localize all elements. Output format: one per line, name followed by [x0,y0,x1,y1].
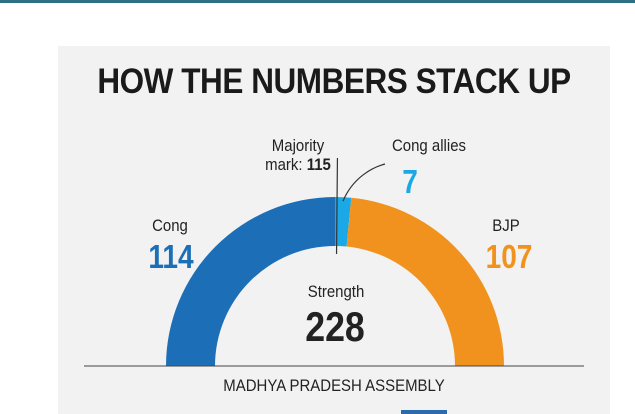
majority-label-line2: mark: [265,155,303,174]
cong-allies-value: 7 [402,163,418,200]
bjp-value: 107 [485,238,533,275]
bjp-label: BJP [492,216,520,235]
gauge-segment-cong [166,197,335,366]
assembly-caption: MADHYA PRADESH ASSEMBLY [223,376,445,395]
chart-title: HOW THE NUMBERS STACK UP [97,62,571,101]
majority-label: Majority mark: 115 [261,136,335,174]
strength-value: 228 [305,303,365,350]
majority-label-line1: Majority [271,136,325,155]
strength-label: Strength [307,282,365,301]
top-rule [0,0,635,3]
cong-label: Cong [152,216,188,235]
gauge-segment-cong-allies [335,197,352,247]
majority-value: 115 [306,155,331,174]
majority-mark-line [335,157,339,255]
allies-leader-line [342,163,386,202]
cong-value: 114 [148,238,194,275]
gauge-segment-bjp [346,197,504,366]
bottom-strip [401,410,447,414]
cong-allies-label: Cong allies [391,136,467,155]
